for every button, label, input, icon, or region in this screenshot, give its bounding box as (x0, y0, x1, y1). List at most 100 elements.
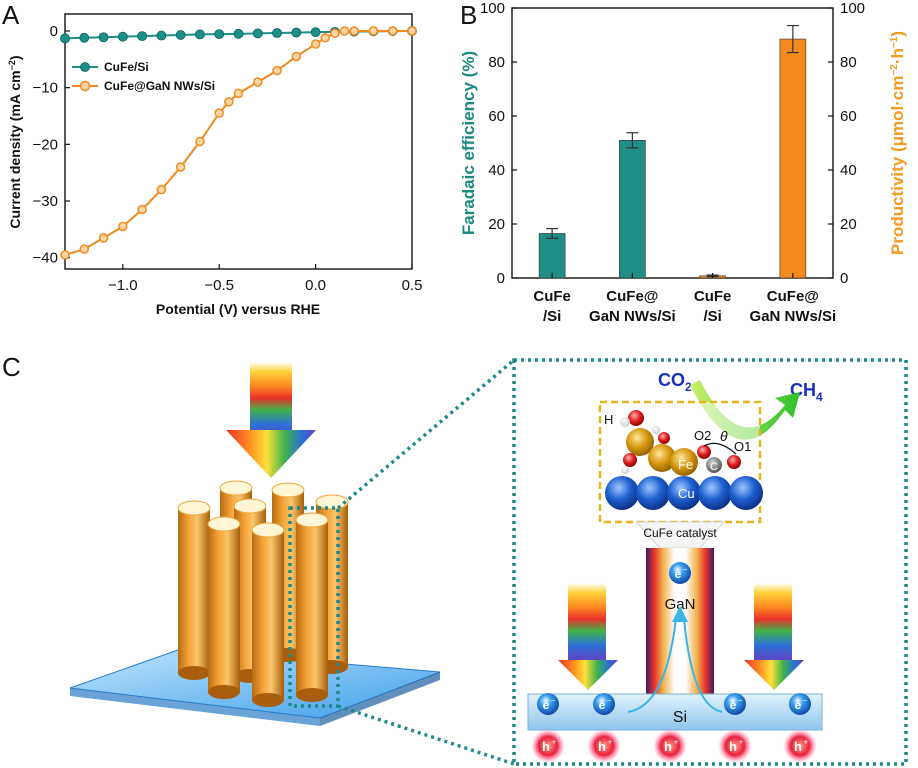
hole-label: h (664, 739, 672, 754)
co2-label: CO2 (658, 370, 692, 394)
o-atom (658, 432, 670, 444)
data-point (98, 32, 109, 43)
bar (619, 140, 646, 279)
atom-label-h: H (604, 412, 613, 427)
x-tick-label: −0.5 (204, 277, 234, 294)
electron-path-left (627, 617, 677, 713)
data-point (310, 39, 321, 49)
data-point (233, 28, 244, 39)
legend-label-cufe-gan: CuFe@GaN NWs/Si (104, 79, 215, 93)
hole (783, 729, 817, 763)
y-right-tick-label: 0 (840, 270, 848, 287)
panel-c: C CO2 CH4 (2, 352, 908, 766)
theta-arc (703, 442, 737, 455)
electron-path-right (683, 617, 723, 713)
data-point (291, 27, 302, 38)
data-point (330, 28, 340, 39)
zoom-connector-bottom (337, 704, 515, 766)
data-point (214, 108, 224, 118)
y-tick-label: −40 (33, 250, 58, 267)
atom-label-o1: O1 (734, 439, 751, 454)
data-point (233, 88, 244, 99)
hole-charge: + (803, 737, 808, 747)
y-left-tick-label: 60 (488, 108, 505, 125)
data-point (79, 244, 90, 254)
data-point (320, 33, 330, 43)
x-tick-label: 0.5 (402, 277, 423, 294)
bar (538, 233, 566, 279)
atom-label-theta: θ (720, 428, 728, 444)
electron-label: e (675, 567, 682, 581)
zoom-connector-top (336, 358, 516, 510)
cu-atom-row (605, 476, 763, 510)
data-point (156, 30, 167, 41)
data-point (137, 204, 147, 215)
electron-charge: − (607, 696, 612, 705)
light-arrow-right (744, 583, 804, 690)
y-left-tick-label: 0 (497, 270, 505, 287)
y-tick-label: 0 (50, 23, 58, 40)
hole-label: h (598, 739, 606, 754)
hole-label: h (794, 739, 802, 754)
zoom-source-box (288, 506, 340, 708)
hole-charge: + (607, 737, 612, 747)
o-atom (623, 453, 637, 467)
atom-label-c: C (710, 461, 718, 473)
panel-b-ylabel-right-end: ) (888, 31, 907, 37)
panel-a-plot-frame (64, 13, 413, 270)
hole (531, 729, 565, 763)
data-point (60, 250, 70, 260)
electron (537, 693, 559, 715)
data-point (291, 51, 302, 62)
zoom-detail-frame (512, 358, 908, 766)
panel-b-plot-frame (511, 7, 834, 279)
atom-label-fe: Fe (678, 457, 693, 472)
series-line (64, 30, 412, 256)
y-tick-label: −30 (33, 193, 58, 210)
data-point (79, 32, 90, 43)
panel-b: B 0 0 20 20 40 40 60 60 80 80 100 100 CuFe/Si CuFe@ G… (459, 0, 907, 325)
electron (789, 693, 811, 715)
atom-label-o2: O2 (694, 428, 711, 443)
panel-a-ylabel-end: ) (7, 55, 23, 60)
panel-b-bars (538, 24, 807, 279)
hole (718, 729, 752, 763)
panel-b-ticks: 0 0 20 20 40 40 60 60 80 80 100 100 (480, 0, 865, 287)
atom-label-cu: Cu (678, 486, 695, 501)
panel-b-ylabel-right-sup2: −1 (889, 36, 900, 48)
category-label: /Si (543, 308, 561, 325)
h-atom (652, 426, 660, 434)
y-right-tick-label: 60 (840, 108, 857, 125)
panel-a-ylabel-sup: −2 (7, 60, 17, 70)
c-atom (706, 457, 722, 473)
panel-a-letter: A (2, 0, 20, 30)
data-point (253, 77, 263, 87)
h-atom (620, 417, 630, 427)
o-atom (727, 455, 741, 469)
data-point (195, 136, 205, 147)
legend-marker-cufe-gan (79, 80, 91, 92)
y-left-tick-label: 20 (488, 216, 505, 233)
data-point (175, 162, 186, 172)
panel-b-ylabel-right-mid: ·h (888, 48, 907, 64)
electron-label: e (795, 698, 802, 712)
hole-charge: + (551, 737, 556, 747)
y-tick-label: −10 (33, 80, 58, 97)
panel-b-ylabel-right-main: Productivity (μmol·cm (888, 76, 907, 255)
data-point (407, 26, 417, 36)
fe-atom (626, 428, 654, 456)
electron-charge: − (683, 565, 688, 574)
data-point (175, 30, 186, 40)
hole-charge: + (673, 737, 678, 747)
electron-path-arrowhead (672, 606, 688, 622)
electron-label: e (730, 698, 737, 712)
h-atom (621, 466, 629, 474)
panel-b-category-labels: CuFe/Si CuFe@ GaN NWs/Si CuFe/Si CuFe@ GaN NW… (533, 288, 836, 325)
electron-charge: − (551, 696, 556, 705)
hole-label: h (542, 739, 550, 754)
data-point (117, 31, 128, 42)
data-point (156, 184, 167, 195)
data-point (195, 29, 205, 40)
panel-a-ylabel-main: Current density (mA cm (7, 70, 23, 228)
